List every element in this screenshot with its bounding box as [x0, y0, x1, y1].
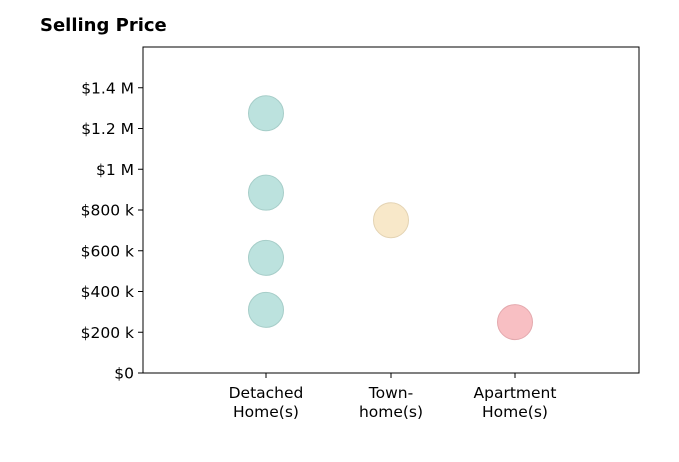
data-point [248, 174, 284, 211]
data-points [248, 95, 533, 341]
data-point [248, 239, 284, 276]
data-point-edge [248, 174, 284, 211]
x-tick-label: Detached Home(s) [229, 384, 304, 421]
y-tick-label: $1.2 M [81, 120, 134, 138]
data-point [497, 304, 533, 341]
y-tick-label: $0 [114, 365, 134, 383]
data-point [248, 291, 284, 328]
y-tick-label: $1.4 M [81, 79, 134, 97]
y-axis: $0 $200 k $400 k $600 k $800 k $1 M $1.2 M $1.4… [81, 79, 143, 383]
y-tick-label: $200 k [81, 324, 134, 342]
x-axis: Detached Home(s) Town-home(s) Apartment Home… [229, 373, 557, 421]
data-point-edge [497, 304, 533, 341]
y-tick-label: $600 k [81, 242, 134, 260]
x-tick-label: Apartment Home(s) [474, 384, 557, 421]
data-point-edge [248, 239, 284, 276]
data-point-edge [248, 291, 284, 328]
y-tick-label: $800 k [81, 202, 134, 220]
y-tick-label: $400 k [81, 283, 134, 301]
data-point-edge [373, 202, 409, 239]
y-tick-label: $1 M [96, 161, 134, 179]
chart-title: Selling Price [40, 15, 167, 36]
data-point [248, 95, 284, 132]
data-point-edge [248, 95, 284, 132]
data-point [373, 202, 409, 239]
x-tick-label: Town-home(s) [359, 384, 423, 421]
